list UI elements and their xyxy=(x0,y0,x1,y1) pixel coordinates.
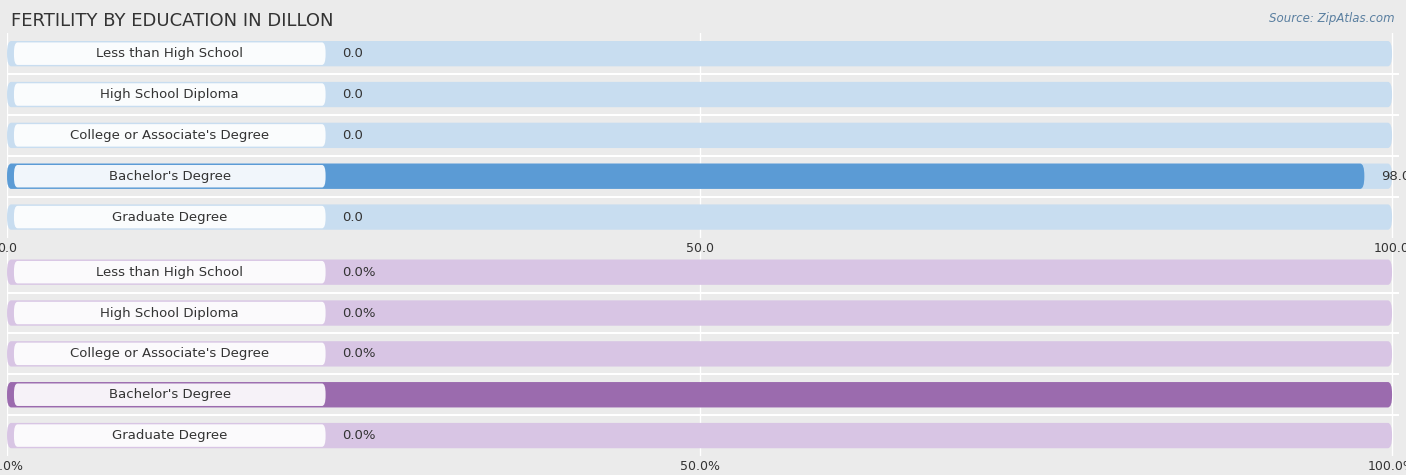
Text: 98.0: 98.0 xyxy=(1381,170,1406,183)
FancyBboxPatch shape xyxy=(14,261,326,284)
Text: Bachelor's Degree: Bachelor's Degree xyxy=(108,170,231,183)
Text: FERTILITY BY EDUCATION IN DILLON: FERTILITY BY EDUCATION IN DILLON xyxy=(11,12,333,30)
Text: Graduate Degree: Graduate Degree xyxy=(112,429,228,442)
Text: 0.0%: 0.0% xyxy=(342,429,375,442)
FancyBboxPatch shape xyxy=(14,83,326,106)
Text: 0.0%: 0.0% xyxy=(342,306,375,320)
Text: 0.0%: 0.0% xyxy=(342,347,375,361)
FancyBboxPatch shape xyxy=(7,41,1392,66)
FancyBboxPatch shape xyxy=(14,302,326,324)
FancyBboxPatch shape xyxy=(7,204,1392,230)
FancyBboxPatch shape xyxy=(14,42,326,65)
Text: 0.0: 0.0 xyxy=(342,129,363,142)
FancyBboxPatch shape xyxy=(7,423,1392,448)
FancyBboxPatch shape xyxy=(7,382,1392,408)
Text: 0.0: 0.0 xyxy=(342,210,363,224)
FancyBboxPatch shape xyxy=(14,383,326,406)
FancyBboxPatch shape xyxy=(14,165,326,188)
FancyBboxPatch shape xyxy=(7,382,1392,408)
Text: High School Diploma: High School Diploma xyxy=(100,306,239,320)
FancyBboxPatch shape xyxy=(7,163,1392,189)
Text: 0.0: 0.0 xyxy=(342,88,363,101)
FancyBboxPatch shape xyxy=(7,300,1392,326)
Text: Less than High School: Less than High School xyxy=(96,47,243,60)
FancyBboxPatch shape xyxy=(14,124,326,147)
Text: Source: ZipAtlas.com: Source: ZipAtlas.com xyxy=(1270,12,1395,25)
FancyBboxPatch shape xyxy=(7,82,1392,107)
Text: 0.0%: 0.0% xyxy=(342,266,375,279)
Text: College or Associate's Degree: College or Associate's Degree xyxy=(70,347,270,361)
Text: College or Associate's Degree: College or Associate's Degree xyxy=(70,129,270,142)
Text: 0.0: 0.0 xyxy=(342,47,363,60)
FancyBboxPatch shape xyxy=(14,342,326,365)
Text: Less than High School: Less than High School xyxy=(96,266,243,279)
FancyBboxPatch shape xyxy=(7,123,1392,148)
Text: Bachelor's Degree: Bachelor's Degree xyxy=(108,388,231,401)
Text: Graduate Degree: Graduate Degree xyxy=(112,210,228,224)
FancyBboxPatch shape xyxy=(7,163,1364,189)
FancyBboxPatch shape xyxy=(14,206,326,228)
FancyBboxPatch shape xyxy=(14,424,326,447)
Text: High School Diploma: High School Diploma xyxy=(100,88,239,101)
FancyBboxPatch shape xyxy=(7,341,1392,367)
FancyBboxPatch shape xyxy=(7,259,1392,285)
